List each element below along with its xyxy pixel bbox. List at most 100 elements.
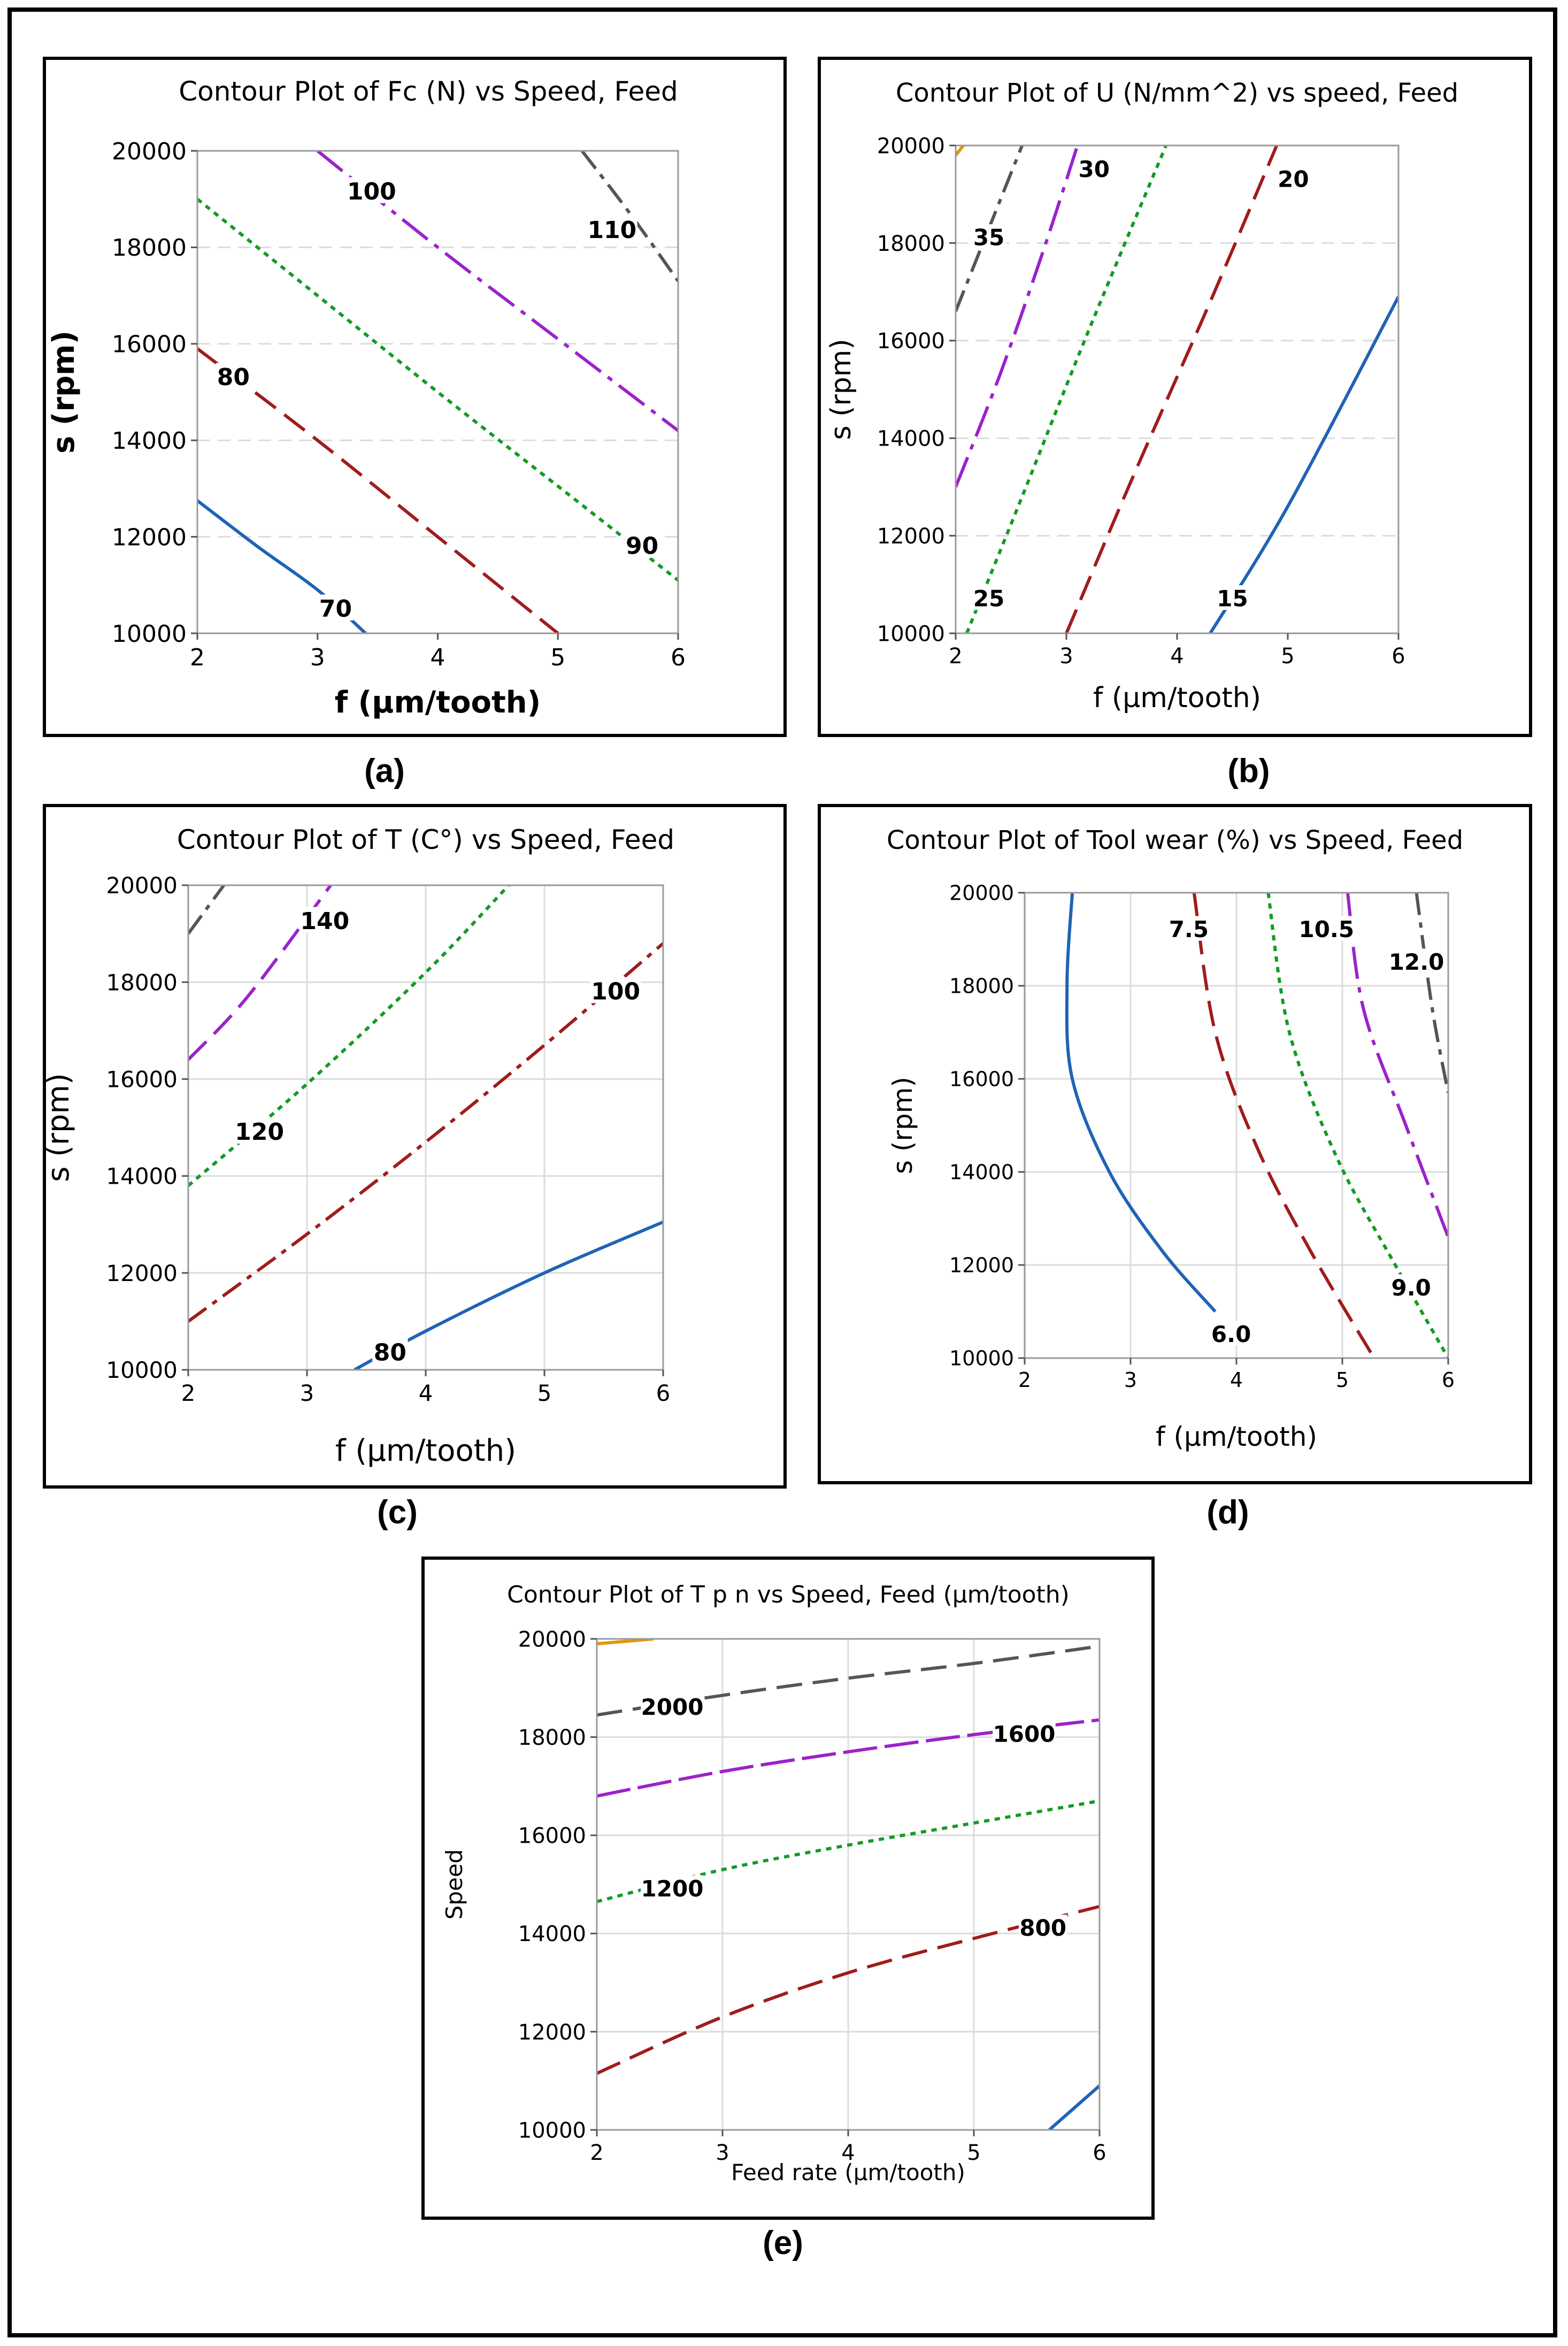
x-tick-label: 5: [967, 2141, 980, 2165]
x-tick-label: 2: [590, 2141, 603, 2165]
grid: [197, 246, 678, 538]
x-tick-label: 4: [419, 1380, 433, 1406]
contour-lines: [956, 145, 1398, 633]
x-tick-label: 4: [1170, 644, 1183, 669]
x-tick-label: 6: [1442, 1368, 1455, 1392]
y-axis-label: s (rpm): [887, 1077, 918, 1174]
y-tick-label: 16000: [949, 1068, 1014, 1091]
contour-line-6.0: [1065, 893, 1217, 1313]
y-tick-label: 16000: [106, 1067, 178, 1093]
y-tick-label: 18000: [106, 969, 178, 995]
contour-panel-a: 70 80 90 100 110 2 3 4 5 6 10000 12000 14000 16000 180…: [43, 57, 787, 737]
x-axis-label: f (μm/tooth): [335, 685, 541, 720]
contour-label-bg: [624, 532, 660, 558]
contour-label-100: 100: [347, 178, 396, 205]
x-tick-label: 6: [1093, 2141, 1106, 2165]
y-tick-label: 20000: [106, 872, 178, 899]
contour-label-bg: [1018, 1914, 1067, 1939]
y-tick-label: 10000: [112, 620, 187, 648]
contour-label-25: 25: [973, 586, 1004, 612]
contour-label-bg: [972, 585, 1006, 610]
contour-label-bg: [372, 1338, 408, 1364]
contour-label-bg: [641, 1693, 704, 1719]
contour-label-800: 800: [1019, 1915, 1066, 1941]
chart-title: Contour Plot of T p n vs Speed, Feed (μm…: [507, 1581, 1070, 1608]
contour-panel-d: 6.0 7.5 9.0 10.5 12.0 2 3 4 5 6 10000 12000 14000 160…: [818, 804, 1532, 1484]
y-tick-label: 12000: [949, 1254, 1014, 1277]
contour-label-bg: [318, 594, 353, 621]
contour-plot-c: 80 100 120 140 2 3 4 5 6 10000 12000 14000 16000 1800…: [46, 824, 674, 1468]
contour-label-bg: [1385, 948, 1448, 973]
contour-label-bg: [346, 177, 397, 203]
contour-label-bg: [587, 216, 637, 242]
grid: [188, 885, 663, 1370]
contour-label-bg: [1164, 916, 1213, 941]
contour-line-7.5: [1192, 893, 1375, 1358]
y-tick-label: 10000: [877, 622, 945, 646]
contour-line-25: [965, 145, 1168, 633]
y-tick-label: 20000: [877, 134, 945, 158]
contour-line-1200: [597, 1799, 1100, 1904]
contour-label-7.5: 7.5: [1169, 916, 1209, 942]
contour-label-35: 35: [973, 225, 1004, 251]
contour-label-12.0: 12.0: [1389, 949, 1444, 975]
y-tick-label: 18000: [949, 975, 1014, 998]
contour-label-9.0: 9.0: [1391, 1275, 1431, 1301]
y-tick-label: 12000: [877, 524, 945, 549]
contour-line-800: [597, 1905, 1100, 2075]
contour-label-1600: 1600: [993, 1721, 1056, 1747]
grid: [956, 242, 1398, 537]
x-axis-label: Feed rate (μm/tooth): [731, 2159, 965, 2186]
contour-plot-b: 15 20 25 30 35 2 3 4 5 6 10000 12000 14000 16000 18000…: [825, 78, 1458, 714]
contour-label-bg: [1077, 156, 1111, 181]
contour-label-bg: [1215, 585, 1250, 610]
y-tick-label: 10000: [518, 2118, 586, 2143]
contour-label-140: 140: [300, 908, 349, 935]
contour-label-10.5: 10.5: [1298, 916, 1354, 942]
x-axis-label: f (μm/tooth): [335, 1433, 516, 1468]
contour-label-bg: [1276, 165, 1311, 190]
caption-a: (a): [364, 753, 405, 789]
contour-line-20: [1065, 145, 1279, 633]
y-axis-label: s (rpm): [47, 331, 81, 454]
contour-label-6.0: 6.0: [1211, 1321, 1251, 1347]
contour-panel-e: 800 1200 1600 2000 2 3 4 5 6 10000 12000 14000 16000…: [421, 1557, 1155, 2220]
figure-frame: [7, 7, 1557, 2337]
contour-label-80: 80: [217, 364, 250, 391]
y-tick-label: 14000: [949, 1161, 1014, 1184]
contour-label-30: 30: [1079, 156, 1110, 182]
contour-line-80: [197, 347, 559, 633]
y-tick-label: 12000: [112, 524, 187, 551]
contour-label-1200: 1200: [641, 1876, 704, 1902]
y-axis-label: s (rpm): [825, 339, 857, 440]
y-tick-label: 14000: [518, 1922, 586, 1946]
x-tick-label: 2: [949, 644, 962, 669]
x-tick-label: 4: [431, 644, 445, 671]
x-tick-label: 3: [1124, 1368, 1137, 1392]
contour-label-20: 20: [1278, 166, 1309, 192]
contour-label-100: 100: [591, 978, 640, 1005]
x-tick-label: 3: [300, 1380, 314, 1406]
contour-label-80: 80: [374, 1339, 406, 1366]
x-tick-label: 5: [537, 1380, 552, 1406]
contour-line-10.5: [1346, 893, 1448, 1238]
x-tick-label: 2: [181, 1380, 196, 1406]
chart-title: Contour Plot of U (N/mm^2) vs speed, Fee…: [896, 78, 1458, 108]
contour-panel-c: 80 100 120 140 2 3 4 5 6 10000 12000 14000 16000 1800…: [43, 804, 787, 1489]
x-tick-label: 6: [1392, 644, 1405, 669]
y-tick-label: 10000: [949, 1347, 1014, 1370]
x-tick-label: 2: [190, 644, 205, 671]
contour-line-15: [1209, 296, 1398, 633]
contour-label-bg: [972, 224, 1006, 249]
contour-line: [188, 885, 226, 935]
contour-label-bg: [1206, 1321, 1256, 1346]
caption-c: (c): [377, 1494, 418, 1531]
y-tick-label: 14000: [106, 1163, 178, 1190]
contour-label-90: 90: [626, 533, 658, 560]
x-tick-label: 5: [1281, 644, 1294, 669]
x-tick-label: 5: [550, 644, 565, 671]
y-tick-label: 18000: [112, 234, 187, 262]
contour-label-bg: [1295, 916, 1358, 941]
contour-panel-b: 15 20 25 30 35 2 3 4 5 6 10000 12000 14000 16000 18000…: [818, 57, 1532, 737]
y-axis-label: s (rpm): [46, 1073, 76, 1182]
